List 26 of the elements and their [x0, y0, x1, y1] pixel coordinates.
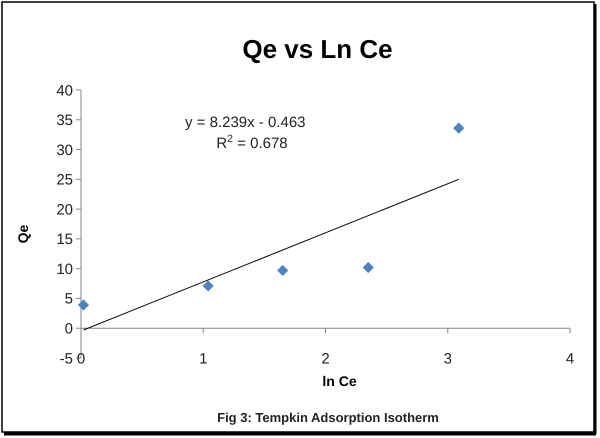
- point: [362, 262, 374, 274]
- x-tick-label: 1: [199, 350, 208, 368]
- chart-title: Qe vs Ln Ce: [242, 34, 393, 64]
- x-tick-label: 0: [76, 350, 86, 368]
- caption: Fig 3: Tempkin Adsorption Isotherm: [217, 410, 439, 425]
- point: [202, 280, 214, 292]
- y-tick-label: 30: [56, 142, 73, 159]
- x-axis-title: ln Ce: [322, 373, 357, 389]
- annotation: R$^{2}$ = 0.678: [216, 133, 288, 152]
- y-tick-label: 0: [64, 320, 73, 338]
- point: [453, 122, 464, 134]
- x-tick-label: 4: [566, 350, 574, 368]
- y-tick-label: 25: [56, 172, 73, 189]
- annotation: y = 8.239x - 0.463: [185, 114, 306, 131]
- point: [277, 264, 288, 276]
- y-tick-label: 5: [64, 290, 73, 308]
- y-tick-label: 40: [56, 82, 73, 100]
- y-tick-label: 20: [56, 201, 73, 218]
- y-tick-label: 10: [56, 260, 73, 278]
- y-tick-label: -5: [60, 350, 73, 368]
- point: [78, 299, 90, 311]
- y-tick-label: 15: [56, 231, 73, 248]
- x-tick-label: 3: [444, 350, 452, 368]
- x-tick-label: 2: [321, 350, 330, 368]
- y-axis-title: Qe: [15, 224, 31, 244]
- y-tick-label: 35: [56, 112, 73, 130]
